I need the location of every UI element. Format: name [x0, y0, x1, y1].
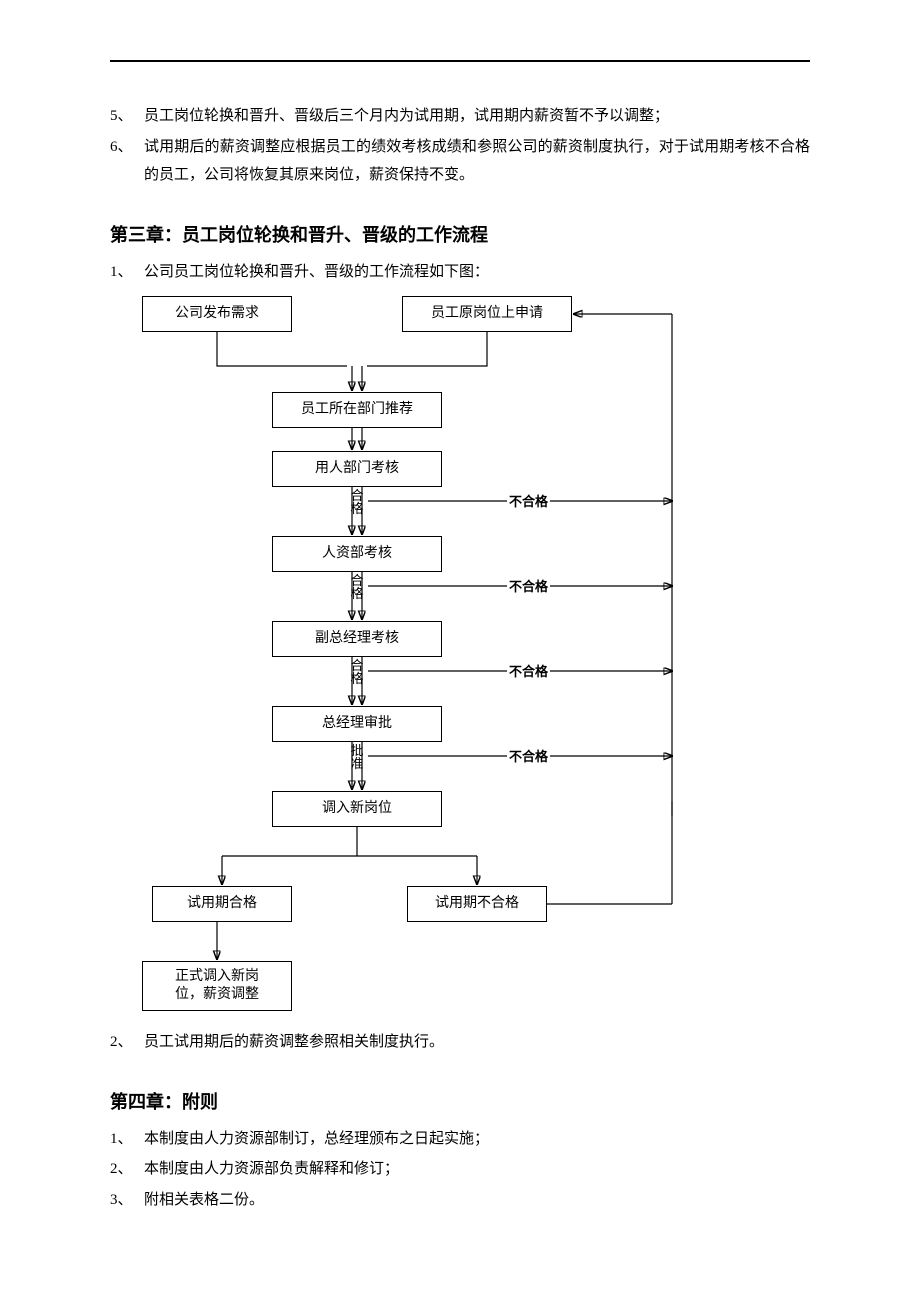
c4-item-3: 3、 附相关表格二份。	[110, 1186, 810, 1215]
top-rule	[110, 60, 810, 62]
chapter-3-title: 第三章：员工岗位轮换和晋升、晋级的工作流程	[110, 218, 810, 252]
node-transfer: 调入新岗位	[272, 791, 442, 827]
para-num: 2、	[110, 1155, 144, 1184]
node-gm: 总经理审批	[272, 706, 442, 742]
node-dept: 用人部门考核	[272, 451, 442, 487]
para-text: 附相关表格二份。	[144, 1186, 810, 1215]
node-final: 正式调入新岗 位，薪资调整	[142, 961, 292, 1011]
node-trial-pass: 试用期合格	[152, 886, 292, 922]
para-num: 3、	[110, 1186, 144, 1215]
pass-label-2: 合格	[350, 574, 364, 600]
para-text: 本制度由人力资源部制订，总经理颁布之日起实施；	[144, 1125, 810, 1154]
node-hr: 人资部考核	[272, 536, 442, 572]
pass-label-3: 合格	[350, 659, 364, 685]
para-text: 公司员工岗位轮换和晋升、晋级的工作流程如下图：	[144, 258, 810, 287]
node-vgm: 副总经理考核	[272, 621, 442, 657]
flowchart: 公司发布需求 员工原岗位上申请 员工所在部门推荐 用人部门考核 人资部考核 副总…	[112, 296, 702, 1016]
para-text: 试用期后的薪资调整应根据员工的绩效考核成绩和参照公司的薪资制度执行，对于试用期考…	[144, 133, 810, 190]
fail-label-1: 不合格	[507, 490, 550, 515]
node-apply: 员工原岗位上申请	[402, 296, 572, 332]
node-publish: 公司发布需求	[142, 296, 292, 332]
pass-label-1: 合格	[350, 489, 364, 515]
para-num: 1、	[110, 258, 144, 287]
c3-item-2: 2、 员工试用期后的薪资调整参照相关制度执行。	[110, 1028, 810, 1057]
c3-item-1: 1、 公司员工岗位轮换和晋升、晋级的工作流程如下图：	[110, 258, 810, 287]
para-num: 1、	[110, 1125, 144, 1154]
para-text: 员工岗位轮换和晋升、晋级后三个月内为试用期，试用期内薪资暂不予以调整；	[144, 102, 810, 131]
c4-item-1: 1、 本制度由人力资源部制订，总经理颁布之日起实施；	[110, 1125, 810, 1154]
chapter-4-title: 第四章：附则	[110, 1085, 810, 1119]
fail-label-4: 不合格	[507, 745, 550, 770]
node-trial-fail: 试用期不合格	[407, 886, 547, 922]
node-recommend: 员工所在部门推荐	[272, 392, 442, 428]
pass-label-4: 批准	[350, 744, 364, 770]
para-5: 5、 员工岗位轮换和晋升、晋级后三个月内为试用期，试用期内薪资暂不予以调整；	[110, 102, 810, 131]
para-6: 6、 试用期后的薪资调整应根据员工的绩效考核成绩和参照公司的薪资制度执行，对于试…	[110, 133, 810, 190]
para-num: 6、	[110, 133, 144, 190]
para-text: 本制度由人力资源部负责解释和修订；	[144, 1155, 810, 1184]
fail-label-2: 不合格	[507, 575, 550, 600]
para-text: 员工试用期后的薪资调整参照相关制度执行。	[144, 1028, 810, 1057]
fail-label-3: 不合格	[507, 660, 550, 685]
para-num: 2、	[110, 1028, 144, 1057]
para-num: 5、	[110, 102, 144, 131]
c4-item-2: 2、 本制度由人力资源部负责解释和修订；	[110, 1155, 810, 1184]
